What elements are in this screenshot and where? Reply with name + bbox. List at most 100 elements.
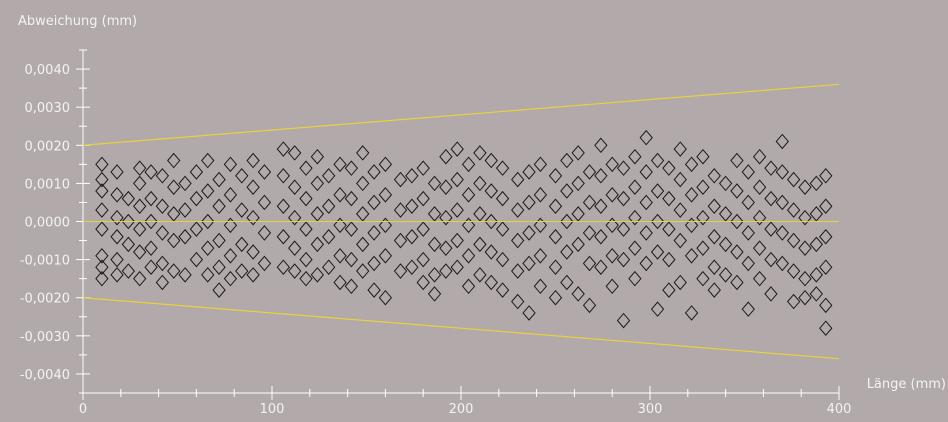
data-point: [594, 259, 608, 276]
data-point: [167, 232, 181, 249]
data-point: [616, 221, 631, 237]
data-point: [246, 244, 260, 260]
data-point: [673, 141, 687, 157]
data-point: [133, 221, 147, 237]
y-tick-label: 0,0030: [25, 101, 71, 116]
data-point: [548, 259, 563, 276]
data-point: [133, 244, 147, 260]
data-point: [673, 171, 687, 188]
data-point: [344, 190, 359, 207]
data-point: [786, 232, 801, 249]
data-point: [484, 274, 498, 291]
data-point: [473, 175, 487, 192]
data-point: [378, 248, 393, 264]
data-point: [548, 289, 563, 306]
data-point: [405, 167, 419, 184]
data-point: [378, 217, 393, 234]
data-point: [684, 217, 699, 234]
data-point: [819, 320, 833, 336]
data-point: [752, 209, 767, 226]
data-point: [288, 145, 302, 161]
data-point: [696, 240, 710, 256]
data-point: [155, 225, 170, 241]
data-point: [201, 267, 215, 283]
data-point: [819, 198, 833, 215]
data-point: [121, 213, 136, 230]
data-point: [450, 202, 464, 218]
data-point: [741, 255, 755, 272]
data-point: [560, 244, 574, 260]
data-point: [257, 225, 272, 241]
data-point: [367, 282, 381, 298]
data-point: [616, 312, 631, 329]
data-point: [560, 183, 574, 199]
data-point: [764, 251, 778, 268]
data-point: [393, 202, 408, 218]
data-point: [819, 259, 833, 276]
x-tick-label: 100: [260, 402, 285, 417]
data-point: [707, 228, 721, 245]
x-tick-label: 400: [827, 402, 852, 417]
data-point: [212, 282, 226, 298]
data-point: [650, 301, 665, 317]
data-point: [809, 206, 823, 222]
data-point: [246, 152, 260, 169]
data-point: [511, 293, 525, 310]
data-point: [201, 240, 215, 256]
data-point: [786, 293, 801, 310]
data-point: [522, 305, 536, 321]
data-point: [367, 194, 381, 211]
data-point: [95, 221, 109, 237]
data-point: [310, 236, 325, 253]
data-point: [178, 202, 192, 218]
data-point: [310, 206, 325, 222]
data-point: [764, 286, 778, 302]
data-point: [639, 225, 653, 241]
data-point: [110, 187, 124, 203]
data-point: [560, 213, 574, 230]
data-point: [235, 263, 249, 279]
data-point: [246, 267, 260, 283]
data-point: [450, 171, 464, 188]
data-point: [752, 270, 767, 287]
data-point: [427, 286, 442, 302]
data-point: [201, 213, 215, 230]
data-point: [356, 263, 370, 279]
data-point: [427, 206, 442, 222]
data-point: [775, 194, 789, 211]
data-point: [605, 217, 619, 234]
data-point: [201, 183, 215, 199]
data-point: [288, 179, 302, 195]
data-point: [495, 190, 510, 207]
data-point: [571, 175, 585, 192]
data-point: [223, 248, 238, 264]
data-point: [741, 164, 755, 180]
data-point: [367, 164, 381, 180]
data-point: [484, 152, 498, 169]
axes-layer: [76, 49, 840, 400]
data-point: [178, 267, 192, 283]
data-point: [628, 240, 642, 256]
lines-layer: [82, 83, 840, 360]
data-point: [571, 145, 585, 161]
y-tick-label: 0,0010: [25, 177, 71, 192]
data-point: [533, 248, 548, 264]
data-point: [393, 232, 408, 249]
data-point: [473, 206, 487, 222]
data-point: [95, 270, 109, 287]
data-point: [212, 259, 226, 276]
data-point: [257, 194, 272, 211]
data-point: [730, 274, 744, 291]
data-point: [819, 228, 833, 245]
data-point: [427, 175, 442, 192]
data-point: [628, 148, 642, 165]
data-point: [461, 187, 476, 203]
data-point: [718, 206, 733, 222]
data-point: [439, 179, 453, 195]
data-point: [246, 179, 260, 195]
y-tick-label: 0,0040: [25, 63, 71, 78]
data-point: [650, 183, 665, 199]
data-point: [673, 202, 687, 218]
